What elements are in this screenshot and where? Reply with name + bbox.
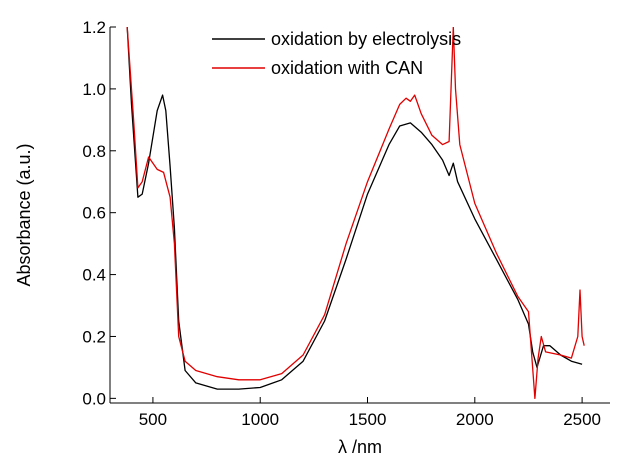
y-tick-label: 0.2: [82, 327, 106, 346]
y-axis-label: Absorbance (a.u.): [14, 143, 34, 286]
y-tick-label: 0.0: [82, 389, 106, 408]
plot-area: [126, 27, 585, 400]
legend-label: oxidation by electrolysis: [271, 29, 461, 49]
y-tick-label: 1.2: [82, 18, 106, 37]
data-line: [126, 27, 583, 390]
y-tick-label: 0.6: [82, 204, 106, 223]
x-tick-label: 1500: [349, 410, 387, 429]
y-tick-label: 1.0: [82, 80, 106, 99]
x-tick-label: 2000: [456, 410, 494, 429]
legend-label: oxidation with CAN: [271, 58, 423, 78]
x-axis-label: λ /nm: [338, 437, 382, 457]
x-tick-label: 500: [139, 410, 167, 429]
y-tick-label: 0.4: [82, 266, 106, 285]
x-tick-label: 2500: [563, 410, 601, 429]
x-tick-label: 1000: [241, 410, 279, 429]
y-tick-label: 0.8: [82, 142, 106, 161]
data-line: [126, 27, 585, 400]
